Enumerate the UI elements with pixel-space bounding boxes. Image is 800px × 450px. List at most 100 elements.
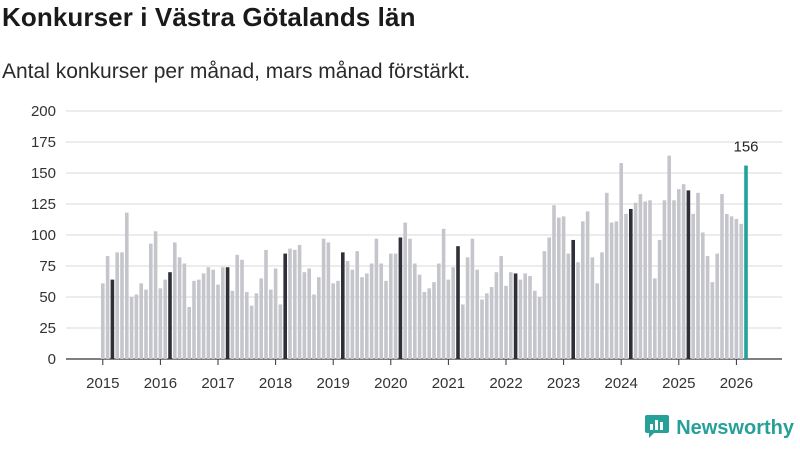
newsworthy-logo-icon — [644, 413, 670, 444]
bar — [446, 279, 451, 359]
bar — [153, 231, 158, 359]
x-tick-label: 2017 — [201, 375, 234, 392]
y-tick-label: 200 — [31, 103, 56, 120]
chart-title: Konkurser i Västra Götalands län — [2, 2, 416, 32]
bar — [542, 251, 547, 359]
bar — [566, 253, 571, 359]
bar — [653, 278, 657, 359]
bar — [725, 213, 729, 359]
x-tick-label: 2021 — [432, 375, 465, 392]
bar — [557, 217, 561, 359]
bar — [662, 200, 667, 359]
bar — [389, 253, 393, 359]
bar — [374, 238, 379, 359]
y-axis-ticks: 0 25 50 75 100 125 150 175 200 — [31, 103, 56, 368]
bar — [677, 189, 681, 359]
bar — [633, 202, 638, 359]
bar — [710, 282, 715, 359]
bar — [504, 285, 508, 359]
x-tick-label: 2016 — [144, 375, 177, 392]
bar — [408, 238, 412, 359]
x-tick-label: 2018 — [259, 375, 292, 392]
bar — [240, 259, 244, 359]
bar — [139, 283, 143, 359]
x-axis: 2015 2016 2017 2018 2019 2020 2021 2022 2023 2024… — [86, 359, 753, 392]
bar — [355, 251, 359, 359]
bar — [201, 273, 206, 359]
bar — [177, 257, 182, 359]
bar — [317, 277, 321, 359]
bar — [533, 290, 537, 359]
bar — [379, 263, 383, 359]
bar — [182, 263, 187, 359]
bar — [249, 305, 254, 359]
bar — [216, 284, 220, 359]
bar — [739, 223, 743, 359]
bar — [134, 294, 139, 359]
x-tick-label: 2019 — [317, 375, 350, 392]
y-tick-label: 150 — [31, 165, 56, 182]
bar — [427, 288, 431, 359]
bar — [422, 292, 427, 359]
bar — [686, 190, 691, 359]
bar — [307, 268, 311, 359]
bar — [293, 249, 297, 359]
bar — [417, 274, 422, 359]
bar — [715, 253, 719, 359]
bar — [537, 297, 542, 359]
bar — [470, 238, 475, 359]
bar — [513, 273, 518, 359]
bar — [528, 275, 532, 359]
y-tick-label: 0 — [48, 351, 56, 368]
bar — [269, 289, 273, 359]
bar — [384, 280, 388, 359]
bar — [115, 252, 119, 359]
bar — [341, 252, 345, 359]
x-tick-label: 2015 — [86, 375, 119, 392]
bar — [590, 257, 595, 359]
bar — [197, 279, 201, 359]
x-tick-label: 2020 — [374, 375, 407, 392]
bar — [489, 287, 494, 359]
bar — [312, 294, 316, 359]
x-tick-label: 2023 — [547, 375, 580, 392]
x-tick-label: 2025 — [662, 375, 695, 392]
bar — [144, 289, 148, 359]
annotations: 156 — [733, 139, 758, 156]
bar — [638, 194, 643, 359]
bar — [480, 299, 484, 359]
bar — [105, 256, 110, 359]
bar — [326, 242, 331, 359]
bar — [571, 239, 575, 359]
bar — [744, 165, 748, 359]
bar — [120, 252, 124, 359]
bar — [187, 306, 191, 359]
bar — [393, 253, 398, 359]
bar — [701, 232, 705, 359]
bar — [110, 279, 115, 359]
bar — [369, 263, 374, 359]
y-tick-label: 25 — [39, 320, 56, 337]
bar — [221, 267, 225, 359]
bar — [192, 280, 196, 359]
bar — [321, 238, 326, 359]
x-tick-label: 2022 — [489, 375, 522, 392]
bar — [345, 261, 350, 359]
chart-subtitle: Antal konkurser per månad, mars månad fö… — [2, 60, 471, 83]
bar — [441, 228, 446, 359]
x-tick-label: 2024 — [605, 375, 638, 392]
bar — [475, 269, 479, 359]
bar — [173, 242, 177, 359]
y-tick-label: 100 — [31, 227, 56, 244]
bar — [254, 293, 259, 359]
bar — [485, 293, 489, 359]
bar — [288, 248, 292, 359]
brand-logo: Newsworthy — [644, 413, 794, 444]
bar — [245, 292, 249, 359]
bar — [691, 213, 695, 359]
bar — [600, 252, 604, 359]
bar — [518, 279, 523, 359]
bar — [206, 267, 211, 359]
bar — [729, 216, 734, 359]
bar — [581, 221, 585, 359]
